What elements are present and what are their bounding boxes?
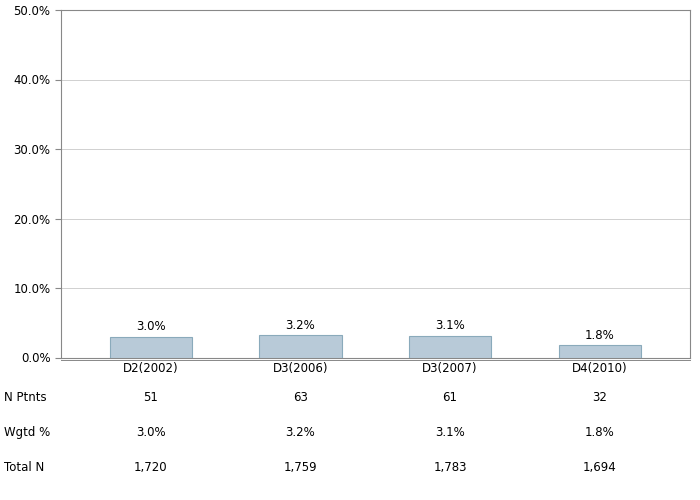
Bar (109, 336, 192, 357)
Text: 1.8%: 1.8% (584, 426, 615, 439)
Text: 1.8%: 1.8% (584, 328, 615, 342)
Text: 63: 63 (293, 391, 308, 404)
Text: 1,759: 1,759 (284, 461, 317, 474)
Text: 3.1%: 3.1% (435, 320, 465, 332)
Text: 3.2%: 3.2% (286, 319, 315, 332)
Text: 1,720: 1,720 (134, 461, 167, 474)
Text: N Ptnts: N Ptnts (4, 391, 46, 404)
Text: 32: 32 (592, 391, 607, 404)
Bar (259, 336, 342, 357)
Bar (409, 336, 491, 357)
Text: 3.0%: 3.0% (136, 426, 165, 439)
Text: 1,783: 1,783 (433, 461, 467, 474)
Text: 61: 61 (442, 391, 458, 404)
Text: 3.0%: 3.0% (136, 320, 165, 333)
Text: Wgtd %: Wgtd % (4, 426, 50, 439)
Text: 3.2%: 3.2% (286, 426, 315, 439)
Text: 1,694: 1,694 (583, 461, 617, 474)
Text: 3.1%: 3.1% (435, 426, 465, 439)
Bar (559, 345, 641, 358)
Text: 51: 51 (144, 391, 158, 404)
Text: Total N: Total N (4, 461, 43, 474)
